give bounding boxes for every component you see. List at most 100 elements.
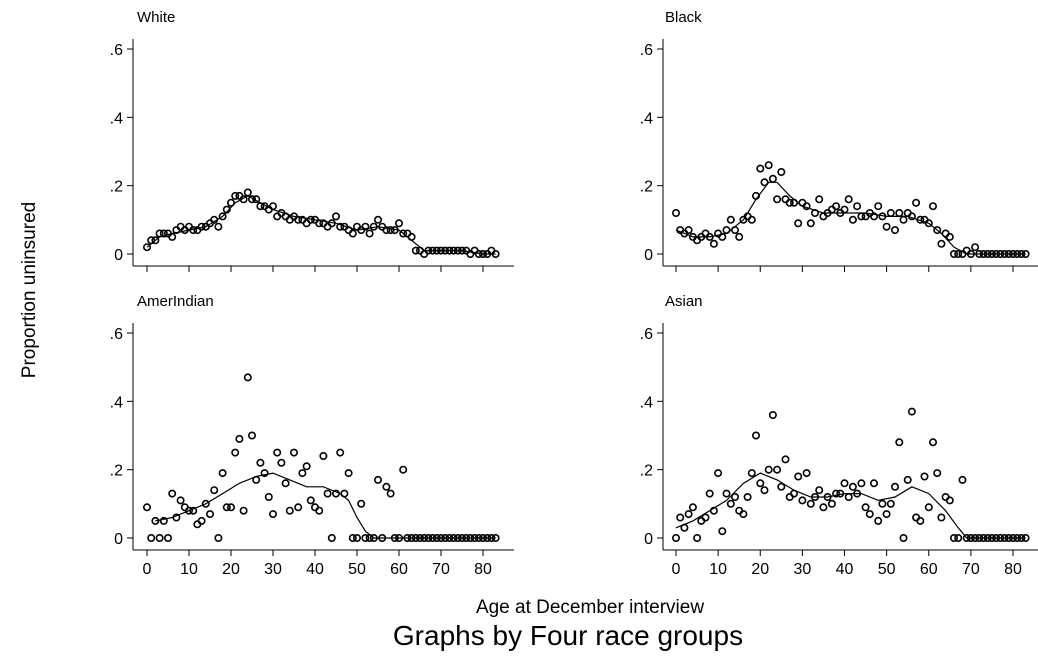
data-point-asian [865,510,874,519]
data-point-amerindian [348,533,357,542]
panel-title-black: Black [665,9,702,26]
data-point-amerindian [390,533,399,542]
data-point-white [390,226,399,235]
data-point-amerindian [462,533,471,542]
panel-title-asian: Asian [665,293,703,310]
data-point-black [1008,250,1017,259]
data-point-black [907,212,916,221]
data-point-amerindian [277,458,286,467]
data-point-asian [802,469,811,478]
data-point-black [709,239,718,248]
x-tick-label-amerindian: 40 [306,561,324,578]
data-point-asian [819,503,828,512]
data-point-amerindian [268,510,277,519]
data-point-amerindian [441,533,450,542]
data-point-black [1017,250,1026,259]
data-point-asian [798,496,807,505]
data-point-black [810,209,819,218]
data-point-asian [979,533,988,542]
data-point-white [143,243,152,252]
data-point-asian [722,489,731,498]
data-point-white [239,195,248,204]
y-tick-label-black: .2 [640,179,653,196]
data-point-asian [992,533,1001,542]
data-point-amerindian [331,489,340,498]
data-point-asian [937,513,946,522]
data-point-amerindian [260,469,269,478]
data-point-black [983,250,992,259]
data-point-white [231,191,240,200]
data-point-asian [751,431,760,440]
y-tick-label-white: .2 [110,179,123,196]
data-point-white [348,229,357,238]
data-point-black [730,226,739,235]
data-point-black [777,168,786,177]
data-point-amerindian [483,533,492,542]
data-point-black [802,202,811,211]
data-point-asian [693,533,702,542]
data-point-asian [882,510,891,519]
data-point-amerindian [164,533,173,542]
data-point-amerindian [453,533,462,542]
data-point-amerindian [411,533,420,542]
data-point-white [222,205,231,214]
data-point-amerindian [147,533,156,542]
panel-title-white: White [137,9,175,26]
data-point-asian [701,513,710,522]
y-tick-label-asian: .2 [640,463,653,480]
data-point-white [331,212,340,221]
y-tick-label-white: .6 [110,42,123,59]
data-point-asian [680,523,689,532]
data-point-asian [1008,533,1017,542]
data-point-black [899,215,908,224]
data-point-amerindian [302,462,311,471]
y-tick-label-black: .4 [640,110,653,127]
data-point-white [218,212,227,221]
data-point-amerindian [432,533,441,542]
y-tick-label-black: .6 [640,42,653,59]
data-point-asian [730,492,739,501]
data-point-amerindian [336,448,345,457]
x-tick-label-asian: 70 [962,561,980,578]
data-point-asian [844,492,853,501]
data-point-white [453,246,462,255]
data-point-asian [848,482,857,491]
data-point-black [722,226,731,235]
data-point-asian [869,479,878,488]
data-point-white [394,219,403,228]
data-point-asian [840,479,849,488]
data-point-white [478,250,487,259]
x-tick-label-amerindian: 0 [143,561,152,578]
data-point-white [210,215,219,224]
data-point-white [252,195,261,204]
data-point-asian [924,503,933,512]
data-point-black [794,219,803,228]
data-point-amerindian [289,448,298,457]
data-point-white [445,246,454,255]
data-point-amerindian [428,533,437,542]
data-point-asian [836,489,845,498]
data-point-black [768,174,777,183]
data-point-white [441,246,450,255]
data-point-asian [810,492,819,501]
data-point-black [937,239,946,248]
data-point-black [785,198,794,207]
x-tick-label-amerindian: 30 [264,561,282,578]
data-point-asian [874,516,883,525]
data-point-amerindian [264,492,273,501]
data-point-black [840,205,849,214]
data-point-amerindian [478,533,487,542]
data-point-amerindian [227,503,236,512]
data-point-amerindian [394,533,403,542]
data-point-black [1004,250,1013,259]
data-point-white [197,222,206,231]
data-point-asian [933,469,942,478]
data-point-asian [966,533,975,542]
data-point-asian [1021,533,1030,542]
data-point-black [764,161,773,170]
y-tick-label-amerindian: .4 [110,394,123,411]
data-point-asian [777,482,786,491]
data-point-asian [714,469,723,478]
data-point-white [214,222,223,231]
data-point-amerindian [206,510,215,519]
